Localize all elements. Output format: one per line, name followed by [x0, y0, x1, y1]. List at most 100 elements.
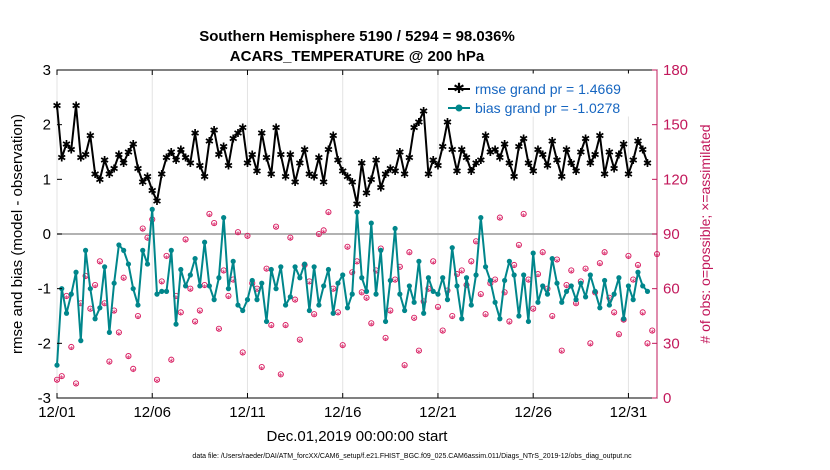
bias-point [454, 283, 460, 289]
obs-assimilated-point: * [479, 293, 484, 303]
bias-point [97, 305, 103, 311]
obs-assimilated-point: * [174, 294, 179, 304]
bias-point [197, 283, 203, 289]
bias-point [254, 297, 260, 303]
x-axis-label: Dec.01,2019 00:00:00 start [267, 428, 449, 445]
bias-point [92, 316, 98, 322]
obs-assimilated-point: * [426, 287, 431, 297]
obs-possible-point [649, 327, 656, 334]
obs-possible-point [615, 331, 622, 338]
rmse-point: ✱ [457, 143, 466, 156]
obs-possible-point [125, 353, 132, 360]
rmse-point: ✱ [486, 146, 495, 159]
rmse-point: ✱ [190, 127, 199, 140]
obs-assimilated-point: * [531, 307, 536, 317]
obs-assimilated-point: * [464, 283, 469, 293]
obs-assimilated-point: * [79, 302, 84, 312]
bias-point [78, 338, 84, 344]
rmse-point: ✱ [319, 176, 328, 189]
rmse-point: ✱ [143, 171, 152, 184]
obs-assimilated-point: * [140, 227, 145, 237]
obs-possible-point [601, 249, 608, 256]
y-right-tick-label: 180 [663, 62, 688, 79]
rmse-point: ✱ [352, 198, 361, 211]
bias-point [163, 288, 170, 294]
obs-assimilated-point: * [326, 211, 331, 221]
obs-assimilated-point: * [298, 338, 303, 348]
obs-assimilated-point: * [436, 305, 441, 315]
rmse-point: ✱ [62, 138, 71, 151]
obs-assimilated-point: * [364, 296, 369, 306]
bias-point [644, 288, 651, 294]
obs-possible-point [287, 234, 294, 241]
obs-assimilated-point: * [460, 269, 465, 279]
obs-assimilated-point: * [345, 245, 350, 255]
obs-assimilated-point: * [288, 236, 293, 246]
bias-point [463, 275, 470, 281]
rmse-point: ✱ [405, 151, 414, 164]
bias-point [287, 294, 293, 300]
obs-assimilated-point: * [231, 278, 236, 288]
rmse-point: ✱ [371, 154, 380, 167]
bias-point [540, 283, 546, 289]
obs-possible-point [206, 210, 213, 218]
obs-assimilated-point: * [274, 225, 279, 235]
obs-possible-point [468, 258, 475, 265]
bias-point [111, 280, 117, 286]
rmse-point: ✱ [124, 146, 133, 159]
bias-point [578, 280, 584, 286]
obs-possible-point [292, 296, 299, 303]
rmse-point: ✱ [276, 149, 285, 162]
rmse-point: ✱ [157, 168, 166, 181]
rmse-point: ✱ [381, 168, 390, 181]
bias-point [82, 247, 89, 253]
obs-possible-point [196, 307, 203, 314]
rmse-line [56, 104, 649, 205]
obs-assimilated-point: * [450, 314, 455, 324]
rmse-point: ✱ [410, 121, 419, 134]
obs-assimilated-point: * [112, 309, 117, 319]
obs-assimilated-point: * [612, 311, 617, 321]
legend-bias-label: bias grand pr = -1.0278 [475, 100, 620, 116]
rmse-point: ✱ [262, 151, 271, 164]
rmse-point: ✱ [348, 176, 357, 189]
legend: ✱ rmse grand pr = 1.4669 bias grand pr =… [443, 73, 653, 117]
bias-point [444, 297, 451, 303]
bias-point [302, 261, 308, 267]
bias-point [506, 258, 512, 264]
obs-possible-point [272, 223, 280, 230]
bias-point [102, 264, 108, 270]
obs-assimilated-point: * [188, 287, 193, 297]
obs-possible-point [339, 342, 346, 349]
obs-assimilated-point: * [226, 294, 231, 304]
rmse-point: ✱ [252, 165, 261, 178]
rmse-point: ✱ [195, 160, 204, 173]
obs-assimilated-point: * [250, 282, 255, 292]
obs-assimilated-point: * [179, 311, 184, 321]
obs-possible-point [568, 267, 575, 274]
y-right-tick-label: 150 [663, 117, 688, 134]
rmse-point: ✱ [76, 151, 85, 164]
obs-possible-point [139, 225, 146, 232]
obs-assimilated-point: * [474, 240, 479, 250]
obs-assimilated-point: * [98, 260, 103, 270]
obs-possible-point [187, 285, 194, 292]
obs-assimilated-point: * [521, 212, 526, 222]
obs-assimilated-point: * [512, 263, 517, 273]
obs-possible-point [225, 292, 232, 300]
obs-possible-point [430, 258, 437, 265]
obs-assimilated-point: * [283, 324, 288, 334]
rmse-point: ✱ [81, 149, 90, 162]
obs-assimilated-point: * [107, 360, 112, 370]
rmse-point: ✱ [576, 146, 585, 159]
obs-possible-point [234, 229, 242, 236]
rmse-point: ✱ [152, 195, 161, 208]
chart-title-line1: Southern Hemisphere 5190 / 5294 = 98.036… [199, 28, 515, 45]
rmse-point: ✱ [90, 168, 99, 181]
bias-point [482, 264, 489, 270]
rmse-point: ✱ [476, 154, 485, 167]
bias-point [511, 272, 517, 278]
obs-possible-point [368, 320, 375, 327]
obs-possible-point [320, 227, 327, 234]
